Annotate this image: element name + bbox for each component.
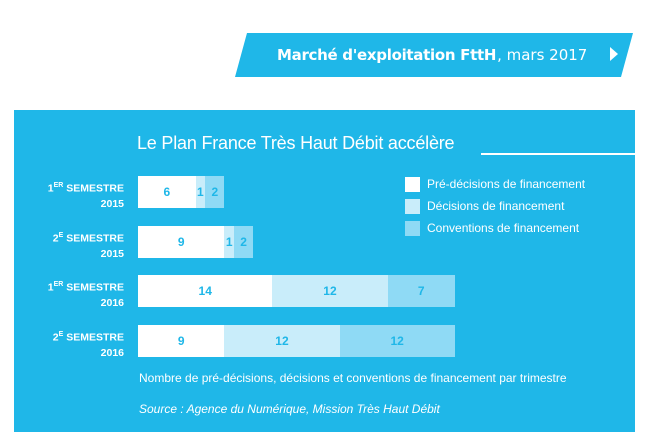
category-label: 1ER SEMESTRE 2016 [47,281,124,309]
title-rule [481,153,635,155]
bar-value-label: 12 [275,334,289,348]
legend-swatch [405,220,420,236]
chart-title: Le Plan France Très Haut Débit accélère [137,133,455,153]
bar-value-label: 7 [417,284,425,298]
category-label: 2E SEMESTRE 2016 [52,331,124,359]
legend-swatch [405,176,420,192]
bar-value-label: 14 [198,284,212,298]
legend-swatch [405,198,420,214]
bar-value-label: 9 [177,334,185,348]
bar-segment: 7 [387,275,455,307]
chart-source: Source : Agence du Numérique, Mission Tr… [139,402,440,416]
legend-item: Pré-décisions de financement [405,176,585,192]
bar-value-label: 2 [211,185,219,199]
category-label: 2E SEMESTRE 2015 [52,232,124,260]
bar-segment: 12 [272,275,388,307]
bar-segment: 9 [138,325,225,357]
legend-label: Décisions de financement [427,199,565,213]
banner-title: Marché d'exploitation FttH [277,46,497,64]
bar-segment: 1 [224,226,234,258]
bar-segment: 2 [205,176,225,208]
bar-segment: 12 [224,325,340,357]
bar-segment: 14 [138,275,273,307]
bar-value-label: 12 [390,334,404,348]
bar-segment: 9 [138,226,225,258]
legend-label: Pré-décisions de financement [427,177,586,191]
bar-value-label: 12 [323,284,337,298]
legend-item: Conventions de financement [405,220,579,236]
header-banner[interactable]: Marché d'exploitation FttH , mars 2017 [235,33,633,77]
bar-segment: 6 [138,176,196,208]
bar-value-label: 1 [225,235,233,249]
bar-segment: 12 [339,325,455,357]
bar-value-label: 6 [163,185,171,199]
legend-label: Conventions de financement [427,221,580,235]
chart-panel [14,110,635,432]
bar-segment: 2 [234,226,254,258]
bar-segment: 1 [195,176,206,208]
legend-item: Décisions de financement [405,198,564,214]
banner-date: , mars 2017 [497,46,588,64]
chart-caption: Nombre de pré-décisions, décisions et co… [139,371,567,385]
chevron-right-icon[interactable] [610,47,618,61]
bar-value-label: 1 [197,185,204,199]
bar-value-label: 9 [177,235,185,249]
category-label: 1ER SEMESTRE 2015 [47,182,124,210]
bar-value-label: 2 [240,235,247,249]
